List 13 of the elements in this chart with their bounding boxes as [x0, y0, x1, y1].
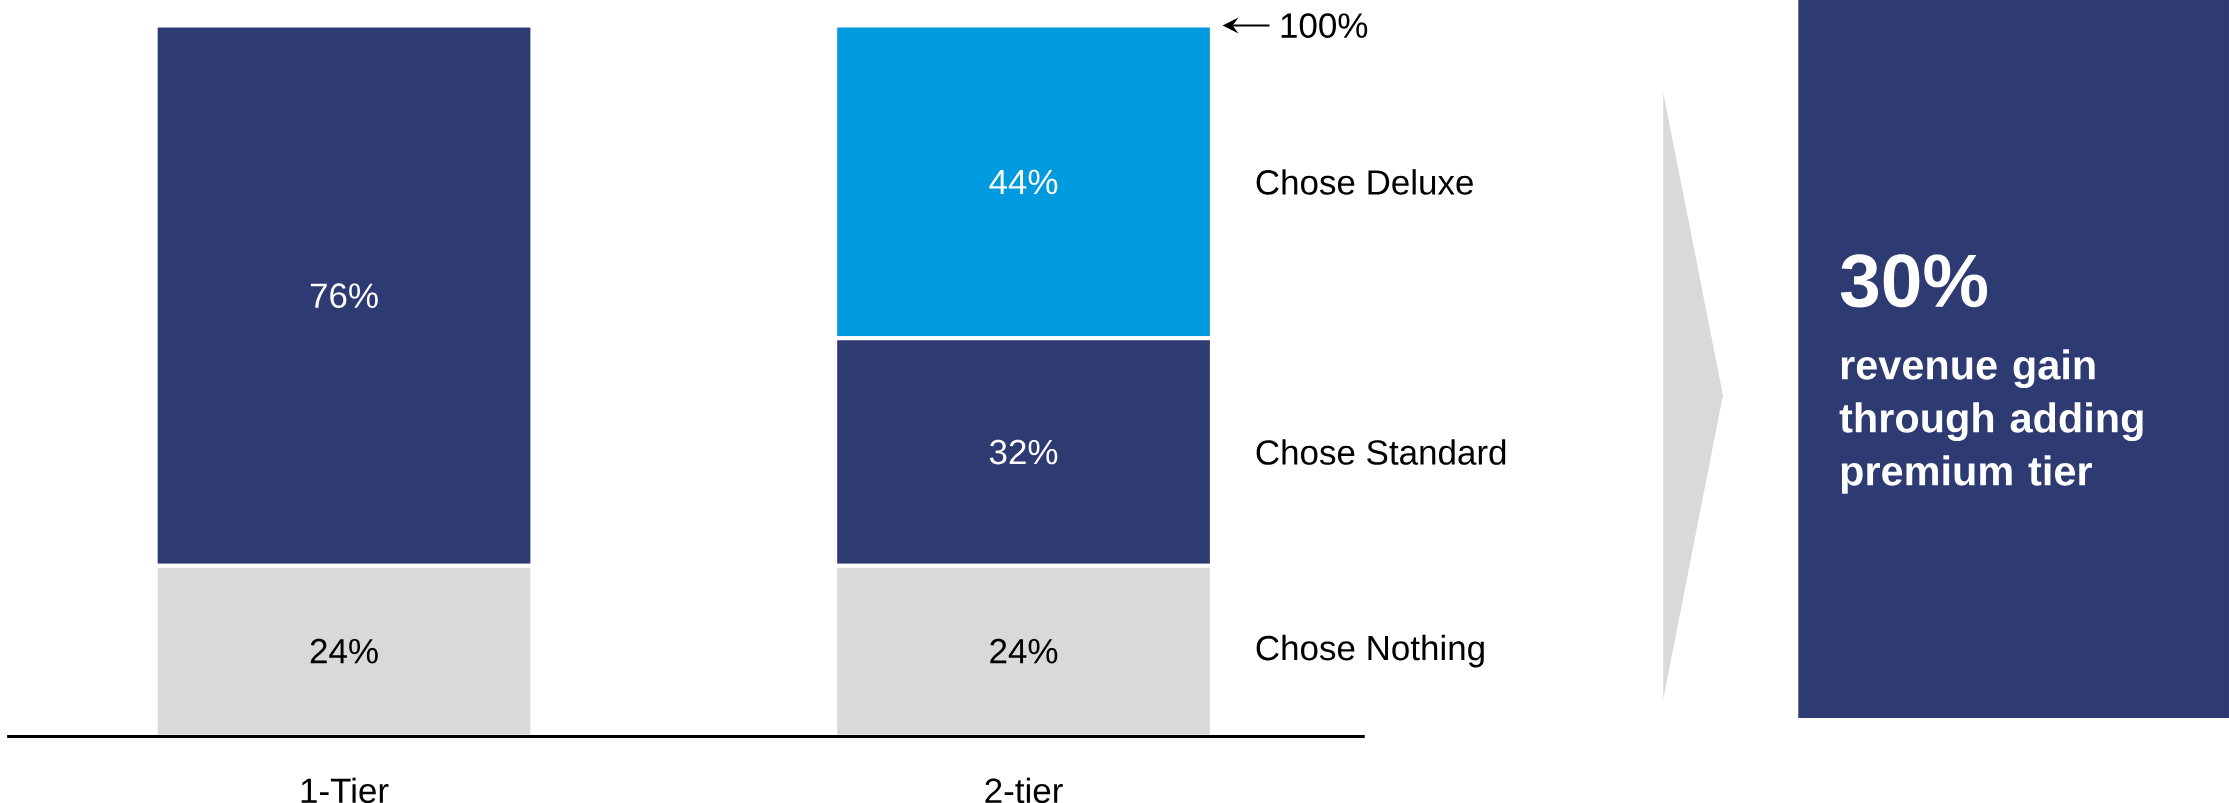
data-label: 32%	[989, 439, 1058, 465]
series-label: Chose Standard	[1256, 439, 1506, 465]
data-label: 24%	[310, 638, 378, 664]
annotation: 100%	[1281, 13, 1368, 38]
text: revenue gain through adding premium tier	[1839, 349, 2143, 494]
data-label: 44%	[989, 169, 1058, 195]
series-label: Chose Deluxe	[1256, 169, 1473, 195]
data-label: 76%	[310, 283, 378, 308]
x-tick-label: 2-tier	[985, 777, 1063, 803]
data-label: 24%	[990, 638, 1058, 664]
text: 30%	[1840, 254, 1988, 308]
x-tick-label: 1-Tier	[301, 777, 389, 803]
series-label: Chose Nothing	[1256, 634, 1484, 668]
